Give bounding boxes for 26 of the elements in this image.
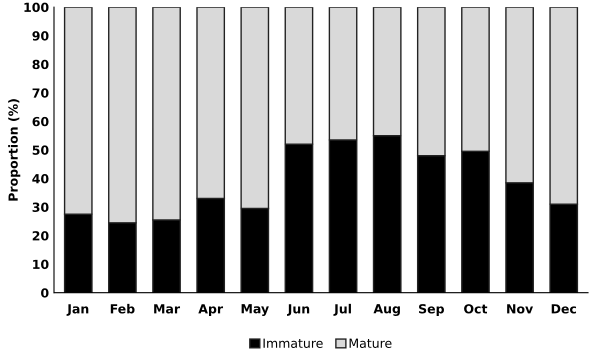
x-tick-label: Jul [333, 304, 351, 316]
legend-label: Immature [264, 338, 323, 348]
x-tick-label: May [242, 304, 269, 316]
x-tick-label: Jan [66, 304, 88, 316]
y-tick-label: 40 [32, 174, 49, 184]
y-tick-label: 50 [32, 145, 49, 155]
x-tick-label: Mar [154, 304, 180, 314]
y-tick-label: 100 [24, 2, 49, 12]
x-tick-label: Sep [419, 304, 444, 316]
y-tick-label: 70 [32, 88, 49, 98]
y-tick-label: 80 [32, 60, 49, 70]
x-tick-label: Oct [464, 304, 488, 314]
y-tick-label: 30 [32, 202, 49, 212]
y-tick-label: 10 [33, 260, 49, 270]
x-tick-label: Nov [507, 304, 534, 314]
x-tick-label: Feb [110, 304, 135, 314]
x-tick-label: Aug [374, 304, 400, 316]
x-tick-label: Apr [198, 304, 224, 316]
y-tick-label: 0 [41, 288, 49, 298]
legend-label: Mature [350, 338, 392, 348]
x-tick-label: Jun [287, 304, 310, 316]
y-tick-label: 60 [32, 116, 49, 126]
y-tick-label: 90 [32, 31, 49, 41]
x-tick-label: Dec [552, 304, 576, 314]
y-axis-title: Proportion (%) [8, 99, 20, 201]
y-tick-label: 20 [32, 231, 49, 241]
